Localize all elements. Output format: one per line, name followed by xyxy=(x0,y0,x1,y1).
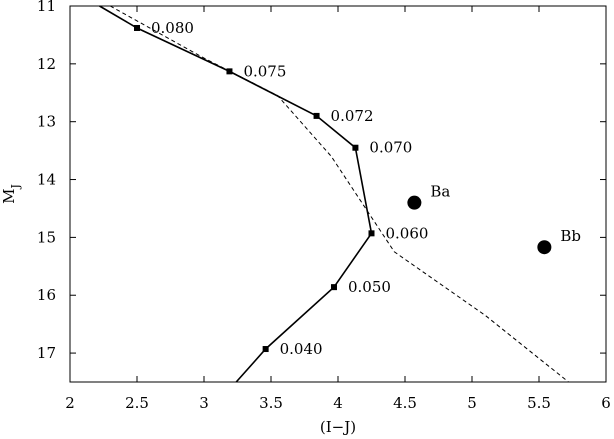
plot-frame xyxy=(69,5,607,383)
mass-marker xyxy=(262,346,269,353)
mass-label: 0.060 xyxy=(386,224,429,242)
y-axis-label: MJ xyxy=(0,184,22,204)
y-tick-label: 14 xyxy=(37,171,56,189)
mass-marker xyxy=(330,284,337,291)
y-tick-label: 16 xyxy=(37,286,56,304)
x-tick-label: 4 xyxy=(333,394,343,412)
data-point xyxy=(537,240,552,255)
x-tick-label: 5 xyxy=(467,394,477,412)
x-tick-label: 4.5 xyxy=(393,394,417,412)
mass-marker xyxy=(313,112,320,119)
x-tick-label: 6 xyxy=(601,394,611,412)
y-tick-label: 12 xyxy=(37,55,56,73)
ticks-group: 2 2.5 3 3.5 4 4.5 5 5.5 6 11 12 13 14 15 16 17 xyxy=(37,0,611,412)
y-tick-label: 13 xyxy=(37,113,56,131)
dashed-series-line xyxy=(109,5,569,383)
points-layer: Ba Bb xyxy=(407,183,581,255)
mass-label: 0.070 xyxy=(369,139,412,157)
x-tick-label: 2 xyxy=(65,394,75,412)
y-axis-label-sub: J xyxy=(9,184,22,189)
x-axis-label: (I−J) xyxy=(320,418,356,436)
mass-label: 0.040 xyxy=(280,340,323,358)
data-point xyxy=(407,195,422,210)
x-tick-label: 3.5 xyxy=(259,394,283,412)
y-axis-label-main: M xyxy=(0,189,18,204)
x-tick-label: 3 xyxy=(199,394,209,412)
y-tick-label: 17 xyxy=(37,344,56,362)
series-layer: 0.080 0.075 0.072 0.070 0.060 0.050 0.040 xyxy=(99,5,569,383)
mass-label: 0.050 xyxy=(348,278,391,296)
y-tick-label: 15 xyxy=(37,228,56,246)
x-tick-label: 5.5 xyxy=(527,394,551,412)
y-tick-label: 11 xyxy=(37,0,56,15)
plot-frame-group xyxy=(69,5,607,383)
mass-marker xyxy=(352,144,359,151)
mass-marker xyxy=(368,230,375,237)
mass-label: 0.072 xyxy=(331,107,374,125)
data-point-label: Ba xyxy=(430,183,450,201)
mass-marker xyxy=(134,24,140,31)
x-tick-label: 2.5 xyxy=(125,394,149,412)
mass-label: 0.075 xyxy=(243,62,286,80)
mass-label: 0.080 xyxy=(151,19,194,37)
solid-series-line xyxy=(99,5,373,383)
data-point-label: Bb xyxy=(560,227,581,245)
